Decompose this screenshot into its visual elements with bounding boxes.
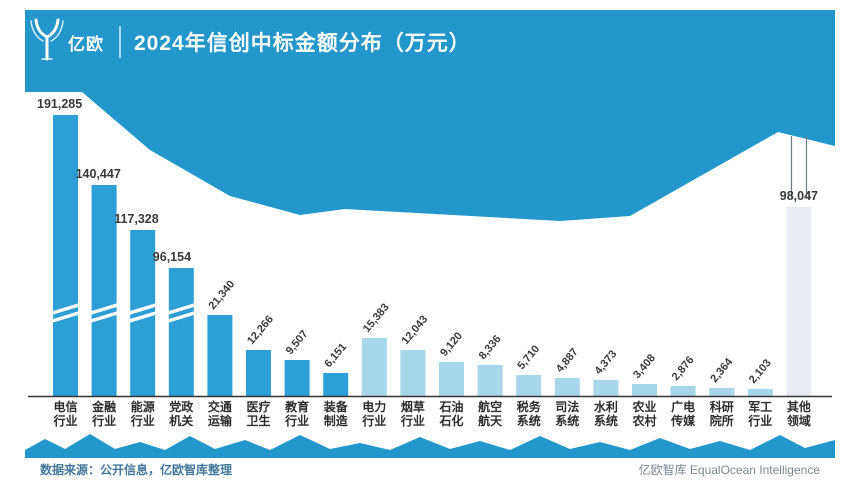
x-axis-label-6: 医疗卫生 bbox=[246, 399, 270, 428]
value-label-20: 98,047 bbox=[780, 189, 818, 203]
value-label-13: 5,710 bbox=[515, 343, 542, 372]
bar-14 bbox=[554, 378, 580, 396]
bar-19 bbox=[747, 389, 773, 396]
break-slash bbox=[87, 310, 122, 324]
value-label-6: 12,266 bbox=[245, 313, 276, 346]
x-axis-label-17: 广电传媒 bbox=[670, 399, 696, 428]
blue-background-shape bbox=[25, 10, 835, 221]
bar-10 bbox=[400, 350, 426, 396]
x-axis-label-9: 电力行业 bbox=[361, 399, 386, 428]
x-axis-label-14: 司法系统 bbox=[555, 399, 579, 428]
value-label-7: 9,507 bbox=[284, 328, 311, 357]
x-axis-label-3: 能源行业 bbox=[130, 399, 155, 428]
break-slash bbox=[48, 310, 83, 324]
value-label-2: 140,447 bbox=[76, 167, 121, 181]
x-axis-label-19: 军工行业 bbox=[747, 399, 772, 428]
value-label-10: 12,043 bbox=[400, 313, 431, 346]
bar-17 bbox=[670, 386, 696, 396]
x-axis-label-4: 党政机关 bbox=[169, 399, 194, 428]
x-axis-label-12: 航空航天 bbox=[478, 399, 503, 428]
bar-9 bbox=[361, 338, 387, 396]
x-axis-label-1: 电信行业 bbox=[52, 399, 77, 428]
bar-18 bbox=[709, 388, 735, 396]
x-axis-label-2: 金融行业 bbox=[91, 399, 116, 428]
value-label-8: 6,151 bbox=[322, 341, 349, 370]
equalocean-logo-icon bbox=[30, 18, 64, 61]
value-label-16: 3,408 bbox=[631, 352, 658, 381]
value-label-14: 4,887 bbox=[554, 346, 581, 375]
x-axis-label-16: 农业农村 bbox=[631, 399, 656, 428]
bar-15 bbox=[593, 380, 619, 396]
brand-text: 亿欧智库 EqualOcean Intelligence bbox=[639, 462, 821, 477]
data-source-text: 数据来源：公开信息，亿欧智库整理 bbox=[40, 462, 232, 477]
break-slash bbox=[87, 302, 122, 316]
bar-4 bbox=[168, 268, 194, 396]
x-axis-label-18: 科研院所 bbox=[710, 399, 734, 428]
x-axis-label-11: 石油石化 bbox=[438, 399, 463, 428]
bar-2 bbox=[91, 185, 117, 396]
page-title: 2024年信创中标金额分布（万元） bbox=[134, 31, 471, 55]
break-slash bbox=[48, 302, 83, 316]
x-axis-label-7: 教育行业 bbox=[284, 399, 309, 428]
value-label-3: 117,328 bbox=[114, 212, 159, 226]
x-axis-label-10: 烟草行业 bbox=[400, 399, 425, 428]
bars-group bbox=[53, 115, 812, 396]
x-axis-label-15: 水利系统 bbox=[594, 399, 618, 428]
break-slash bbox=[125, 302, 160, 316]
value-label-18: 2,364 bbox=[708, 355, 735, 384]
value-label-11: 9,120 bbox=[438, 330, 465, 359]
value-label-4: 96,154 bbox=[153, 250, 191, 264]
bar-8 bbox=[323, 373, 349, 396]
bar-5 bbox=[207, 315, 233, 396]
value-label-1: 191,285 bbox=[37, 97, 82, 111]
x-axis-label-20: 其他领域 bbox=[787, 399, 811, 428]
bar-20 bbox=[786, 207, 812, 396]
bar-6 bbox=[246, 350, 271, 396]
break-slash bbox=[164, 302, 199, 316]
axis-break-marks bbox=[48, 302, 199, 324]
value-label-5: 21,340 bbox=[207, 278, 238, 311]
x-axis-label-8: 装备制造 bbox=[323, 399, 349, 428]
value-label-17: 2,876 bbox=[670, 354, 697, 383]
x-axis-label-13: 税务系统 bbox=[517, 399, 542, 428]
break-slash bbox=[164, 310, 199, 324]
bar-16 bbox=[632, 384, 657, 396]
logo-text: 亿欧 bbox=[68, 34, 104, 54]
x-axis-labels-group: 电信行业金融行业能源行业党政机关交通运输医疗卫生教育行业装备制造电力行业烟草行业… bbox=[52, 399, 810, 428]
bar-7 bbox=[284, 360, 310, 396]
x-axis-label-5: 交通运输 bbox=[208, 399, 233, 428]
break-slash bbox=[125, 310, 160, 324]
value-label-12: 8,336 bbox=[477, 333, 504, 362]
value-label-15: 4,373 bbox=[593, 348, 620, 377]
zigzag-divider bbox=[25, 434, 835, 458]
value-label-19: 2,103 bbox=[747, 357, 774, 386]
value-label-9: 15,383 bbox=[361, 301, 392, 334]
bar-11 bbox=[439, 362, 464, 396]
bar-12 bbox=[477, 365, 503, 396]
bar-1 bbox=[53, 115, 78, 396]
highlight-bar-break-lines bbox=[790, 136, 808, 198]
bar-13 bbox=[516, 375, 542, 396]
